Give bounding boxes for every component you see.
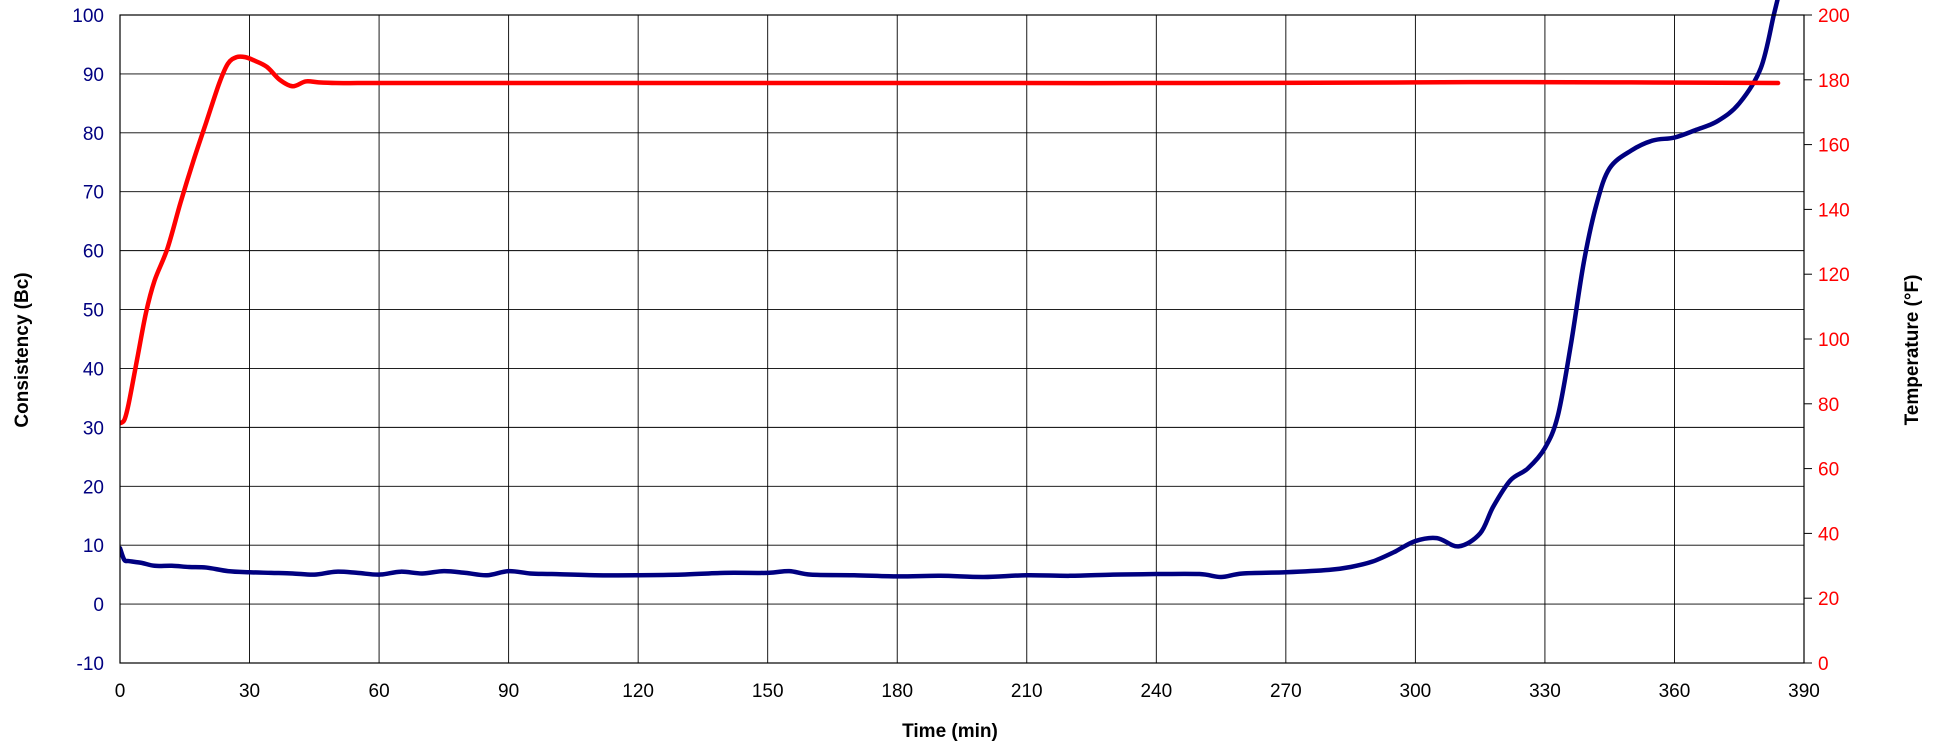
- x-tick-label: 270: [1270, 681, 1302, 702]
- y-right-tick-label: 0: [1818, 654, 1829, 675]
- y-left-tick-label: 30: [83, 418, 104, 439]
- x-tick-label: 0: [115, 681, 126, 702]
- y-left-tick-label: 70: [83, 183, 104, 204]
- x-tick-labels: 0 30 60 90 120 150 180 210 240 270 300 330 360 390: [115, 681, 1820, 702]
- y-left-tick-label: 90: [83, 65, 104, 86]
- y-left-tick-label: 50: [83, 301, 104, 322]
- x-tick-label: 390: [1788, 681, 1820, 702]
- y-right-tick-label: 100: [1818, 330, 1850, 351]
- y-right-tick-labels: 0 20 40 60 80 100 120 140 160 180 200: [1804, 6, 1850, 675]
- x-tick-label: 150: [752, 681, 784, 702]
- y-right-tick-label: 20: [1818, 589, 1839, 610]
- y-right-tick-label: 40: [1818, 524, 1839, 545]
- x-tick-label: 240: [1140, 681, 1172, 702]
- y-right-tick-label: 180: [1818, 71, 1850, 92]
- plot-area: [120, 15, 1804, 663]
- y-left-tick-label: 100: [72, 6, 104, 27]
- y-right-tick-label: 160: [1818, 136, 1850, 157]
- y-left-tick-label: 40: [83, 359, 104, 380]
- y-right-axis-title: Temperature (°F): [1902, 275, 1923, 426]
- y-right-tick-label: 200: [1818, 6, 1850, 27]
- series-layer: [120, 0, 1781, 580]
- x-tick-label: 300: [1400, 681, 1432, 702]
- y-left-tick-label: 60: [83, 242, 104, 263]
- temperature-series-line: [120, 54, 1781, 426]
- consistency-series-line: [120, 0, 1780, 580]
- x-tick-label: 90: [498, 681, 519, 702]
- y-left-tick-label: 10: [83, 536, 104, 557]
- x-tick-label: 180: [881, 681, 913, 702]
- x-tick-label: 330: [1529, 681, 1561, 702]
- y-left-tick-labels: -10 0 10 20 30 40 50 60 70 80 90 100: [72, 6, 104, 675]
- x-tick-label: 210: [1011, 681, 1043, 702]
- y-left-tick-label: 0: [93, 595, 104, 616]
- y-right-tick-label: 140: [1818, 200, 1850, 221]
- x-tick-label: 360: [1659, 681, 1691, 702]
- x-tick-label: 120: [622, 681, 654, 702]
- y-right-tick-label: 80: [1818, 395, 1839, 416]
- y-right-tick-label: 120: [1818, 265, 1850, 286]
- x-tick-label: 30: [239, 681, 260, 702]
- x-tick-label: 60: [369, 681, 390, 702]
- y-left-tick-label: 20: [83, 477, 104, 498]
- y-left-tick-label: 80: [83, 124, 104, 145]
- y-left-axis-title: Consistency (Bc): [12, 272, 33, 427]
- y-left-tick-label: -10: [77, 654, 104, 675]
- y-right-tick-label: 60: [1818, 460, 1839, 481]
- x-axis-title: Time (min): [902, 721, 998, 742]
